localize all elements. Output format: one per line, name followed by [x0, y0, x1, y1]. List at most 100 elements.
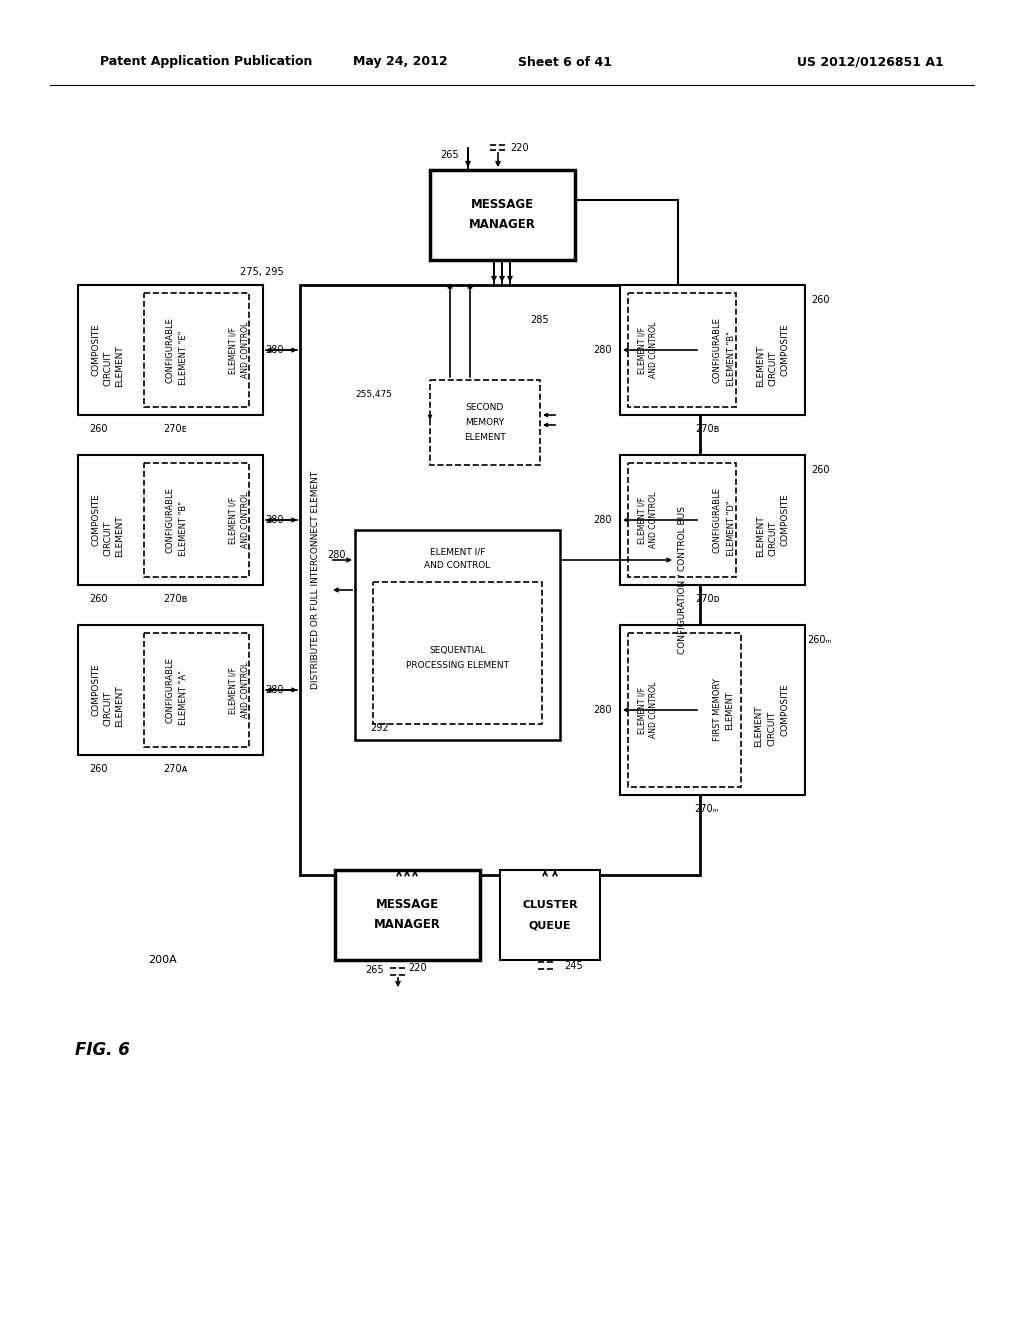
Text: 245: 245 [564, 961, 583, 972]
FancyBboxPatch shape [144, 293, 249, 407]
Text: SECOND: SECOND [466, 403, 504, 412]
Text: AND CONTROL: AND CONTROL [649, 492, 658, 548]
Text: 255,475: 255,475 [355, 391, 392, 400]
Text: Sheet 6 of 41: Sheet 6 of 41 [518, 55, 612, 69]
Text: ELEMENT "B": ELEMENT "B" [179, 500, 188, 556]
FancyBboxPatch shape [300, 285, 700, 875]
Text: CONFIGURABLE: CONFIGURABLE [713, 317, 722, 383]
Text: CONFIGURABLE: CONFIGURABLE [166, 317, 174, 383]
FancyBboxPatch shape [78, 285, 263, 414]
Text: 285: 285 [530, 315, 549, 325]
FancyBboxPatch shape [144, 634, 249, 747]
Text: ELEMENT: ELEMENT [116, 345, 125, 387]
Text: 260: 260 [89, 594, 108, 605]
Text: 270ᴅ: 270ᴅ [694, 594, 719, 605]
Text: 265: 265 [366, 965, 384, 975]
Text: ELEMENT I/F: ELEMENT I/F [228, 667, 238, 714]
Text: CLUSTER: CLUSTER [522, 900, 578, 909]
FancyBboxPatch shape [620, 285, 805, 414]
Text: ELEMENT I/F: ELEMENT I/F [228, 326, 238, 374]
Text: 260ₘ: 260ₘ [808, 635, 833, 645]
Text: QUEUE: QUEUE [528, 920, 571, 931]
Text: ELEMENT I/F: ELEMENT I/F [430, 548, 485, 557]
FancyBboxPatch shape [628, 293, 736, 407]
Text: 292: 292 [371, 723, 389, 733]
FancyBboxPatch shape [355, 531, 560, 741]
Text: CONFIGURABLE: CONFIGURABLE [166, 657, 174, 723]
FancyBboxPatch shape [373, 582, 542, 723]
Text: 280: 280 [266, 685, 285, 696]
Text: May 24, 2012: May 24, 2012 [352, 55, 447, 69]
Text: CONFIGURABLE: CONFIGURABLE [166, 487, 174, 553]
Text: AND CONTROL: AND CONTROL [649, 682, 658, 738]
Text: ELEMENT: ELEMENT [755, 705, 764, 747]
FancyBboxPatch shape [335, 870, 480, 960]
FancyBboxPatch shape [620, 455, 805, 585]
Text: 270ʙ: 270ʙ [163, 594, 187, 605]
Text: ELEMENT I/F: ELEMENT I/F [228, 496, 238, 544]
FancyBboxPatch shape [430, 380, 540, 465]
Text: 270ᴀ: 270ᴀ [163, 764, 187, 774]
Text: FIG. 6: FIG. 6 [75, 1041, 130, 1059]
Text: 260: 260 [811, 294, 829, 305]
FancyBboxPatch shape [144, 463, 249, 577]
FancyBboxPatch shape [78, 624, 263, 755]
Text: 260: 260 [811, 465, 829, 475]
Text: 275, 295: 275, 295 [241, 267, 284, 277]
Text: ELEMENT: ELEMENT [464, 433, 506, 442]
Text: ELEMENT: ELEMENT [725, 690, 734, 730]
Text: COMPOSITE: COMPOSITE [91, 664, 100, 717]
Text: ELEMENT I/F: ELEMENT I/F [638, 326, 646, 374]
Text: COMPOSITE: COMPOSITE [780, 684, 790, 737]
Text: FIRST MEMORY: FIRST MEMORY [713, 678, 722, 742]
FancyBboxPatch shape [500, 870, 600, 960]
Text: 280: 280 [593, 515, 611, 525]
Text: ELEMENT "E": ELEMENT "E" [179, 331, 188, 385]
Text: COMPOSITE: COMPOSITE [91, 494, 100, 546]
Text: ELEMENT: ELEMENT [757, 345, 766, 387]
FancyBboxPatch shape [628, 463, 736, 577]
Text: 280: 280 [266, 515, 285, 525]
Text: MESSAGE: MESSAGE [471, 198, 535, 211]
Text: 280: 280 [328, 550, 346, 560]
Text: 270ᴇ: 270ᴇ [163, 424, 186, 434]
Text: ELEMENT: ELEMENT [757, 515, 766, 557]
Text: 200A: 200A [148, 954, 177, 965]
Text: CONFIGURATION / CONTROL BUS: CONFIGURATION / CONTROL BUS [678, 506, 686, 653]
Text: US 2012/0126851 A1: US 2012/0126851 A1 [797, 55, 943, 69]
Text: 265: 265 [440, 150, 460, 160]
Text: CIRCUIT: CIRCUIT [768, 710, 776, 746]
Text: CIRCUIT: CIRCUIT [768, 350, 777, 385]
Text: 280: 280 [593, 705, 611, 715]
Text: SEQUENTIAL: SEQUENTIAL [429, 645, 485, 655]
Text: CIRCUIT: CIRCUIT [768, 520, 777, 556]
Text: COMPOSITE: COMPOSITE [91, 323, 100, 376]
Text: PROCESSING ELEMENT: PROCESSING ELEMENT [406, 661, 509, 671]
Text: MEMORY: MEMORY [466, 418, 505, 426]
Text: CONFIGURABLE: CONFIGURABLE [713, 487, 722, 553]
Text: MANAGER: MANAGER [469, 219, 536, 231]
Text: 280: 280 [266, 345, 285, 355]
Text: AND CONTROL: AND CONTROL [241, 322, 250, 378]
Text: CIRCUIT: CIRCUIT [103, 690, 113, 726]
Text: AND CONTROL: AND CONTROL [241, 661, 250, 718]
Text: CIRCUIT: CIRCUIT [103, 350, 113, 385]
Text: 220: 220 [511, 143, 529, 153]
FancyBboxPatch shape [628, 634, 741, 787]
Text: 220: 220 [409, 964, 427, 973]
Text: MESSAGE: MESSAGE [376, 899, 439, 912]
Text: MANAGER: MANAGER [374, 919, 441, 932]
Text: 280: 280 [593, 345, 611, 355]
Text: ELEMENT: ELEMENT [116, 515, 125, 557]
FancyBboxPatch shape [78, 455, 263, 585]
Text: 270ₘ: 270ₘ [694, 804, 719, 814]
Text: ELEMENT I/F: ELEMENT I/F [638, 496, 646, 544]
Text: COMPOSITE: COMPOSITE [780, 323, 790, 376]
Text: 260: 260 [89, 764, 108, 774]
Text: AND CONTROL: AND CONTROL [649, 322, 658, 378]
Text: Patent Application Publication: Patent Application Publication [100, 55, 312, 69]
Text: ELEMENT "B": ELEMENT "B" [726, 330, 735, 385]
Text: 260: 260 [89, 424, 108, 434]
Text: AND CONTROL: AND CONTROL [241, 492, 250, 548]
FancyBboxPatch shape [620, 624, 805, 795]
